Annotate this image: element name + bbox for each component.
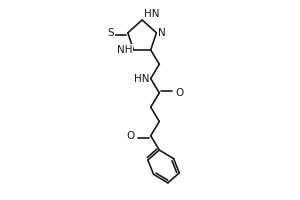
- Text: HN: HN: [144, 9, 159, 19]
- Text: O: O: [127, 131, 135, 141]
- Text: N: N: [158, 28, 166, 38]
- Text: O: O: [175, 88, 183, 98]
- Text: NH: NH: [117, 45, 132, 55]
- Text: HN: HN: [134, 74, 149, 84]
- Text: S: S: [107, 28, 114, 38]
